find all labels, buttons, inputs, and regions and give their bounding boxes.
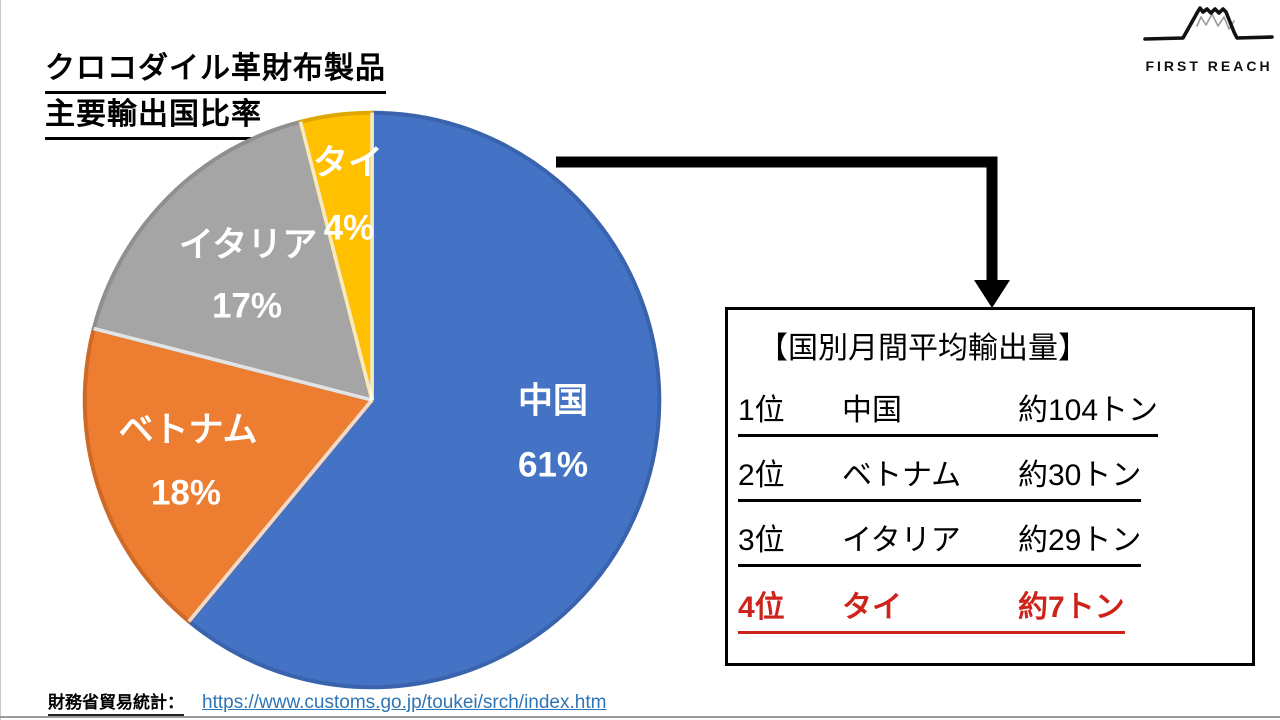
pie-pct-タイ: 4%: [323, 208, 375, 248]
logo-text: FIRST REACH: [1145, 58, 1273, 74]
rank-label: 1位: [738, 394, 785, 427]
amount-label: 約7トン: [1018, 591, 1125, 624]
pie-pct-中国: 61%: [517, 445, 589, 485]
pie-label-タイ: タイ: [312, 143, 384, 183]
pie-slice-separator: [298, 121, 374, 401]
source-link[interactable]: https://www.customs.go.jp/toukei/srch/in…: [202, 692, 607, 713]
pie-slice-中国: [186, 110, 662, 690]
country-label: イタリア: [842, 524, 961, 557]
amount-label: 約29トン: [1018, 524, 1142, 557]
page-title-line1: クロコダイル革財布製品: [45, 48, 386, 94]
ranking-row-1: 1位 中国 約104トン: [738, 393, 1159, 437]
rank-label: 4位: [738, 591, 785, 624]
mountain-icon: [1143, 6, 1274, 41]
pie-slice-ベトナム: [82, 326, 375, 624]
source-line: 財務省貿易統計： https://www.customs.go.jp/toukei…: [48, 688, 607, 716]
country-label: ベトナム: [842, 459, 962, 492]
slide-bottom-border: [0, 716, 1280, 718]
pie-slice-separator: [93, 326, 373, 402]
country-label: 中国: [842, 394, 902, 427]
page-title-line2: 主要輸出国比率: [45, 94, 262, 140]
pie-chart: [82, 110, 662, 690]
ranking-heading: 【国別月間平均輸出量】: [758, 332, 1088, 365]
pie-label-イタリア: イタリア: [178, 225, 318, 265]
pie-pct-ベトナム: 18%: [150, 473, 222, 513]
country-label: タイ: [842, 591, 902, 624]
rank-label: 2位: [738, 459, 785, 492]
page-title: クロコダイル革財布製品 主要輸出国比率: [45, 48, 386, 140]
pie-label-ベトナム: ベトナム: [118, 410, 258, 450]
amount-label: 約104トン: [1018, 394, 1159, 427]
pie-label-中国: 中国: [517, 381, 589, 421]
ranking-row-2: 2位 ベトナム 約30トン: [738, 458, 1142, 502]
pie-slice-イタリア: [91, 119, 375, 403]
ranking-row-3: 3位 イタリア 約29トン: [738, 523, 1142, 567]
pie-slice-separator: [187, 398, 374, 623]
ranking-row-4-highlight: 4位 タイ 約7トン: [738, 590, 1125, 634]
rank-label: 3位: [738, 524, 785, 557]
amount-label: 約30トン: [1018, 459, 1142, 492]
slide-left-border: [0, 0, 1, 720]
source-label: 財務省貿易統計：: [48, 693, 184, 716]
logo: FIRST REACH: [1138, 2, 1280, 74]
ranking-box: 【国別月間平均輸出量】 1位 中国 約104トン 2位 ベトナム 約30トン 3位 イタリ…: [725, 307, 1255, 666]
pie-pct-イタリア: 17%: [211, 286, 283, 326]
